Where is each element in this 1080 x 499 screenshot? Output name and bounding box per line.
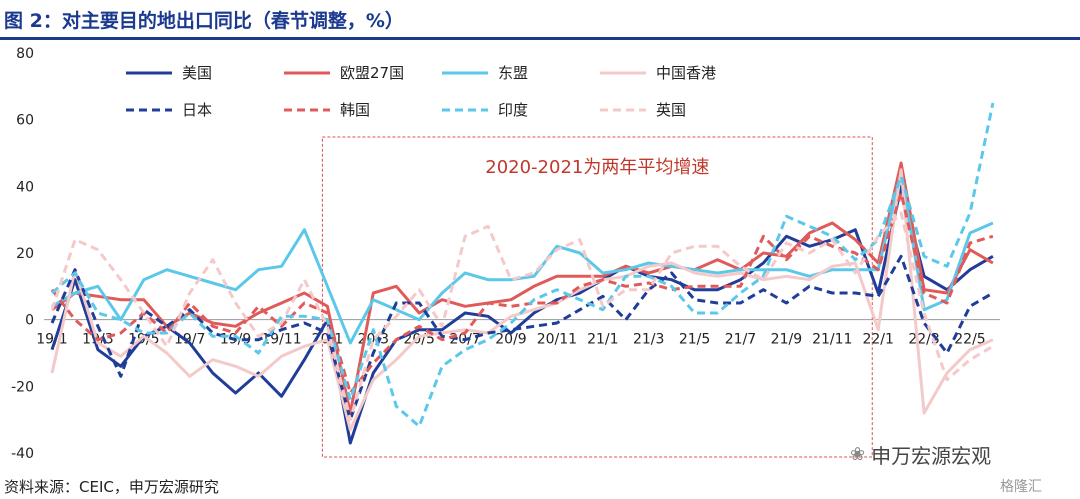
y-tick-label: -40 [11,446,34,462]
series-lines [50,102,995,445]
x-tick-label: 21/5 [679,332,710,348]
wechat-icon: ❀ [850,444,866,465]
y-tick-label: -20 [11,379,34,395]
chart-title: 图 2：对主要目的地出口同比（春节调整，%） [4,10,404,32]
x-tick-label: 21/3 [633,332,664,348]
series-line [51,171,994,345]
x-tick-label: 21/11 [812,332,852,348]
legend-label: 韩国 [340,101,370,119]
legend-label: 东盟 [498,64,528,82]
legend-label: 印度 [498,101,528,119]
legend-label: 欧盟27国 [340,64,404,82]
series-line [50,168,994,432]
y-tick-label: 40 [16,179,34,195]
legend-label: 日本 [182,101,212,119]
watermark: ❀ 申万宏源宏观 [850,440,991,469]
watermark-text: 申万宏源宏观 [871,444,992,468]
y-tick-label: 0 [25,313,34,329]
x-tick-label: 20/11 [537,332,577,348]
y-tick-label: 20 [16,246,34,262]
legend-label: 中国香港 [656,64,716,82]
series-line [50,254,994,422]
y-tick-label: 60 [16,113,34,129]
series-line [51,102,995,428]
series-line [51,161,994,415]
x-tick-label: 22/1 [862,332,893,348]
title-rule [0,37,1080,40]
source-note: 资料来源：CEIC，申万宏源研究 [4,478,219,496]
annotation-text: 2020-2021为两年平均增速 [485,157,709,178]
x-tick-label: 21/9 [771,332,802,348]
y-tick-label: 80 [16,46,34,62]
legend-label: 美国 [182,64,212,82]
y-tick-labels: -40 -20 0 20 40 60 80 [11,46,34,462]
x-tick-label: 21/1 [587,332,618,348]
brand-logo: 格隆汇 [1000,479,1042,495]
x-tick-label: 21/7 [725,332,756,348]
x-tick-label: 20/9 [495,332,526,348]
legend-label: 英国 [656,101,686,119]
x-tick-label: 22/5 [954,332,985,348]
annotation-layer: 2020-2021为两年平均增速 [321,136,873,458]
series-line [50,184,994,445]
